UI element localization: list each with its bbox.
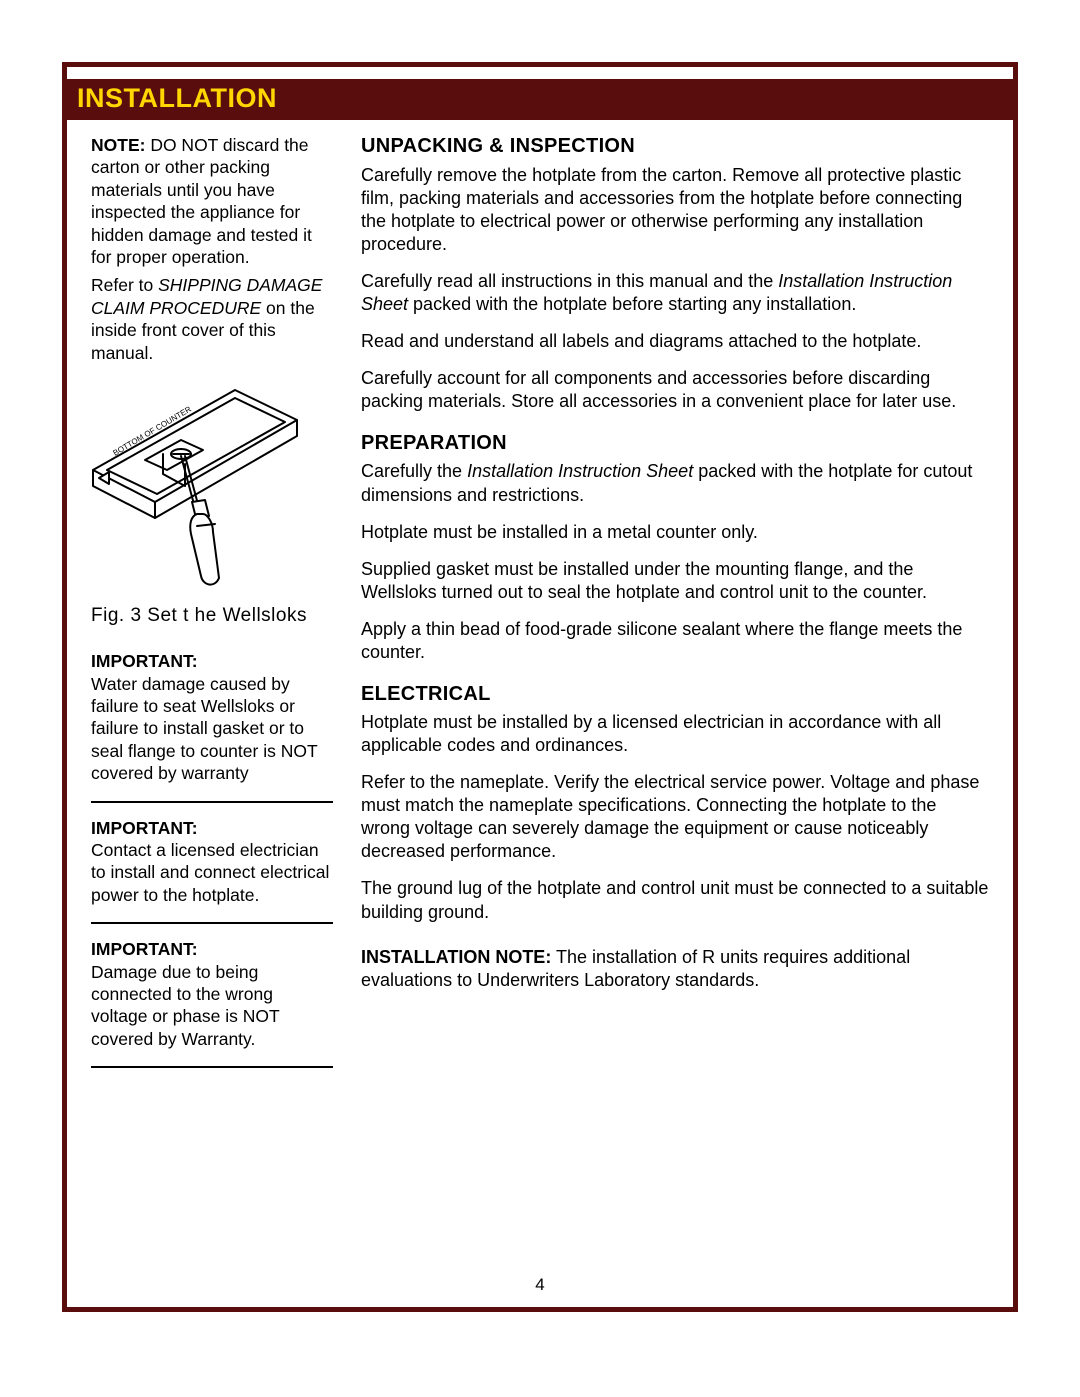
s1-p4: Carefully account for all components and… [361,367,989,413]
heading-electrical: ELECTRICAL [361,682,989,708]
note-block: NOTE: DO NOT discard the carton or other… [91,134,333,364]
s2-p2: Hotplate must be installed in a metal co… [361,521,989,544]
main-column: UNPACKING & INSPECTION Carefully remove … [361,134,989,1082]
important-label-1: IMPORTANT: [91,650,333,672]
heading-preparation: PREPARATION [361,431,989,457]
page-frame: INSTALLATION NOTE: DO NOT discard the ca… [62,62,1018,1312]
sidebar-column: NOTE: DO NOT discard the carton or other… [91,134,333,1082]
s3-install-note: INSTALLATION NOTE: The installation of R… [361,946,989,992]
s2-p1: Carefully the Installation Instruction S… [361,460,989,506]
important-label-2: IMPORTANT: [91,817,333,839]
figure-3-caption: Fig. 3 Set t he Wellsloks [91,604,333,628]
s1-p2: Carefully read all instructions in this … [361,270,989,316]
s3-p2: Refer to the nameplate. Verify the elect… [361,771,989,863]
note-paragraph-2: Refer to SHIPPING DAMAGE CLAIM PROCEDURE… [91,274,333,364]
columns: NOTE: DO NOT discard the carton or other… [91,134,989,1082]
note-label: NOTE: [91,135,145,155]
page: INSTALLATION NOTE: DO NOT discard the ca… [0,0,1080,1397]
s2-p4: Apply a thin bead of food-grade silicone… [361,618,989,664]
note-paragraph-1: NOTE: DO NOT discard the carton or other… [91,134,333,268]
important-block-2: IMPORTANT: Contact a licensed electricia… [91,817,333,925]
s3-p3: The ground lug of the hotplate and contr… [361,877,989,923]
heading-unpacking: UNPACKING & INSPECTION [361,134,989,160]
important-block-1: IMPORTANT: Water damage caused by failur… [91,650,333,802]
figure-3-drawing: BOTTOM OF COUNTER [85,374,305,594]
install-note-label: INSTALLATION NOTE: [361,947,551,967]
s2-p3: Supplied gasket must be installed under … [361,558,989,604]
page-number: 4 [67,1275,1013,1295]
s1-p3: Read and understand all labels and diagr… [361,330,989,353]
section-header-bar: INSTALLATION [67,79,1013,120]
s3-p1: Hotplate must be installed by a licensed… [361,711,989,757]
s1-p1: Carefully remove the hotplate from the c… [361,164,989,256]
section-header-title: INSTALLATION [77,83,277,113]
note-text-2a: Refer to [91,275,158,295]
important-block-3: IMPORTANT: Damage due to being connected… [91,938,333,1068]
important-label-3: IMPORTANT: [91,938,333,960]
important-text-3: Damage due to being connected to the wro… [91,961,333,1051]
important-text-1: Water damage caused by failure to seat W… [91,673,333,785]
important-text-2: Contact a licensed electrician to instal… [91,839,333,906]
